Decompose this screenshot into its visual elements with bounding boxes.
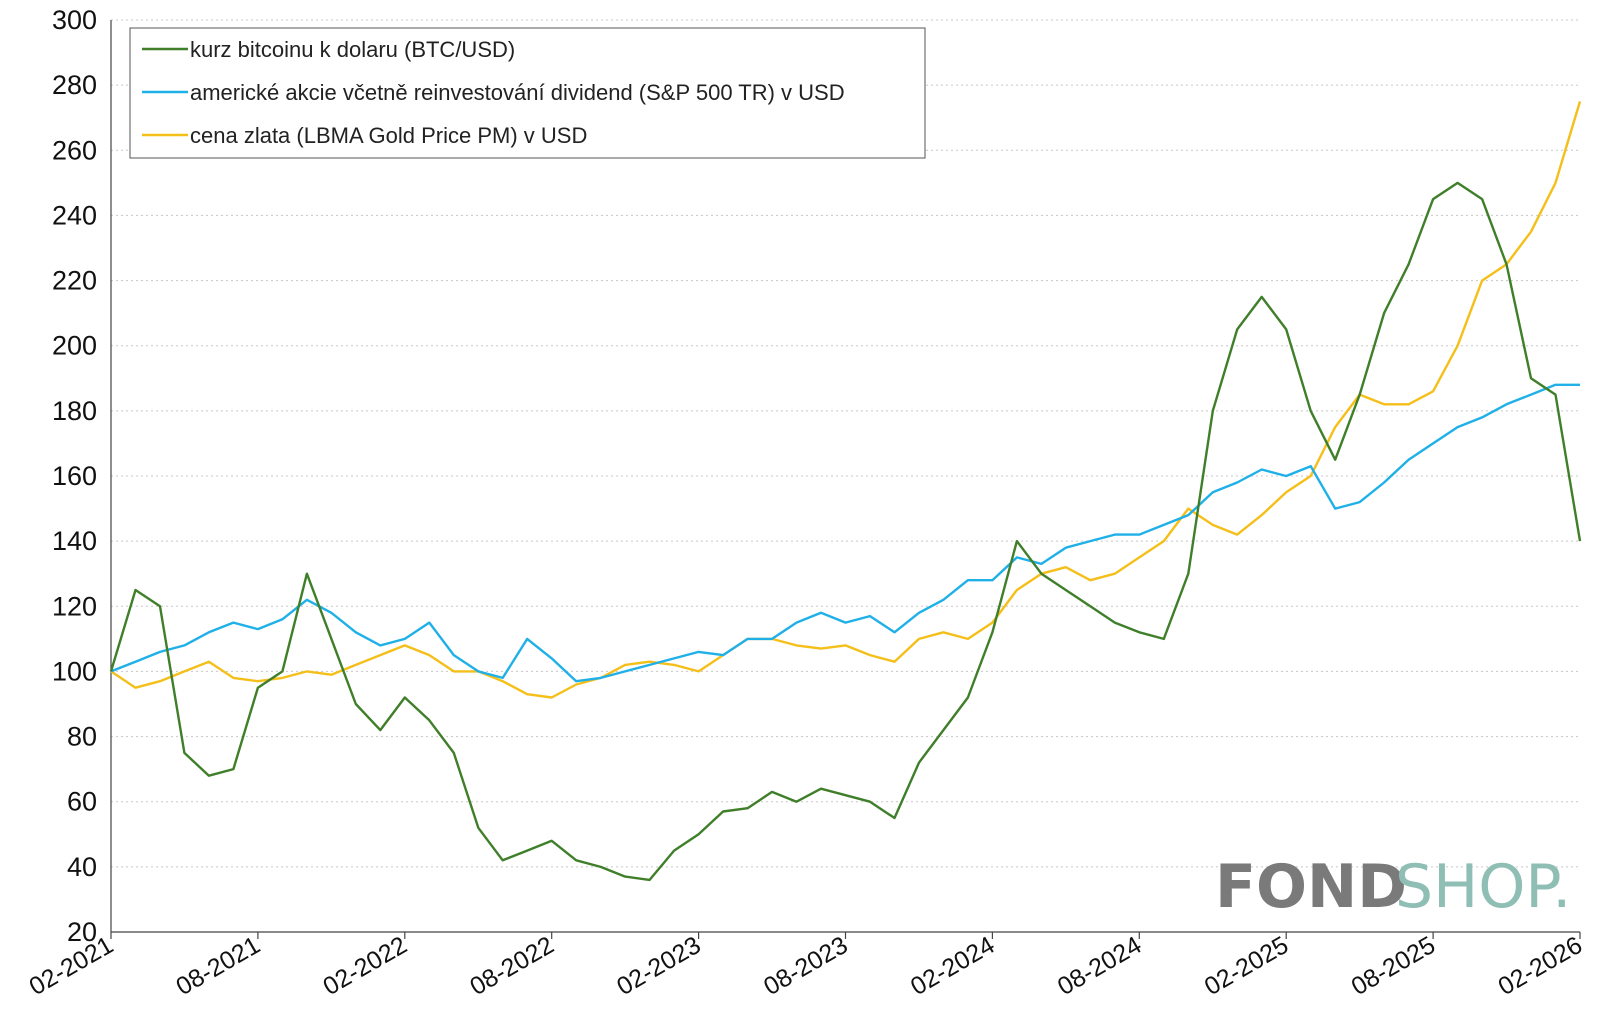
x-tick-label: 08-2021: [171, 931, 264, 1001]
y-tick-label: 120: [52, 591, 97, 621]
y-tick-label: 260: [52, 135, 97, 165]
legend-entry: cena zlata (LBMA Gold Price PM) v USD: [190, 123, 587, 148]
legend-box: [129, 27, 926, 159]
x-tick-label: 02-2022: [318, 931, 411, 1001]
y-tick-label: 100: [52, 656, 97, 686]
y-tick-label: 200: [52, 331, 97, 361]
x-tick-label: 02-2023: [612, 931, 705, 1001]
logo-text-shop: SHOP.: [1395, 852, 1571, 922]
y-tick-label: 140: [52, 526, 97, 556]
y-tick-label: 40: [67, 852, 97, 882]
x-tick-label: 02-2026: [1494, 931, 1587, 1001]
series-line-1: [109, 181, 1582, 882]
axes: [110, 20, 1581, 939]
legend-entry: americké akcie včetně reinvestování divi…: [190, 80, 845, 105]
y-tick-label: 240: [52, 200, 97, 230]
logo-text-fond: FOND: [1215, 852, 1407, 922]
series-lines: [109, 101, 1582, 882]
legend: kurz bitcoinu k dolaru (BTC/USD) americké…: [129, 27, 926, 159]
x-tick-label: 08-2024: [1053, 931, 1147, 1001]
series-line-2: [110, 383, 1580, 683]
y-tick-label: 80: [67, 722, 97, 752]
x-tick-label: 08-2025: [1347, 931, 1440, 1001]
y-tick-label: 300: [52, 5, 97, 35]
y-tick-label: 20: [67, 917, 97, 947]
x-tick-label: 08-2022: [465, 931, 558, 1001]
x-tick-label: 08-2023: [759, 931, 852, 1001]
y-tick-labels: 20 40 60 80 100 120 140 160 180 200 220 240 260 280 30…: [52, 5, 97, 947]
y-tick-label: 220: [52, 266, 97, 296]
y-tick-label: 60: [67, 787, 97, 817]
legend-entry: kurz bitcoinu k dolaru (BTC/USD): [190, 37, 515, 62]
y-tick-label: 180: [52, 396, 97, 426]
y-tick-label: 280: [52, 70, 97, 100]
series-line-3: [110, 101, 1582, 699]
y-tick-label: 160: [52, 461, 97, 491]
x-tick-labels: 02-2021 08-2021 02-2022 08-2022 02-2023 08-20…: [25, 931, 1587, 1001]
fondshop-logo: FOND SHOP.: [1215, 852, 1571, 922]
x-tick-label: 02-2024: [906, 931, 1000, 1001]
x-tick-label: 02-2025: [1200, 931, 1293, 1001]
